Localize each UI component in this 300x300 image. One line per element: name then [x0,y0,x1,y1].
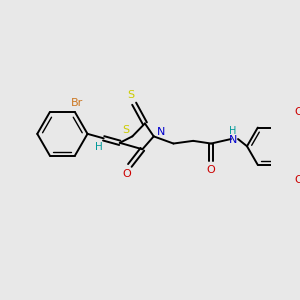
Text: O: O [295,107,300,117]
Text: S: S [127,90,134,100]
Text: H: H [95,142,103,152]
Text: O: O [207,165,215,175]
Text: H: H [229,126,236,136]
Text: N: N [229,135,237,145]
Text: O: O [122,169,130,178]
Text: O: O [295,175,300,185]
Text: N: N [157,127,165,137]
Text: S: S [122,125,130,135]
Text: Br: Br [70,98,83,108]
